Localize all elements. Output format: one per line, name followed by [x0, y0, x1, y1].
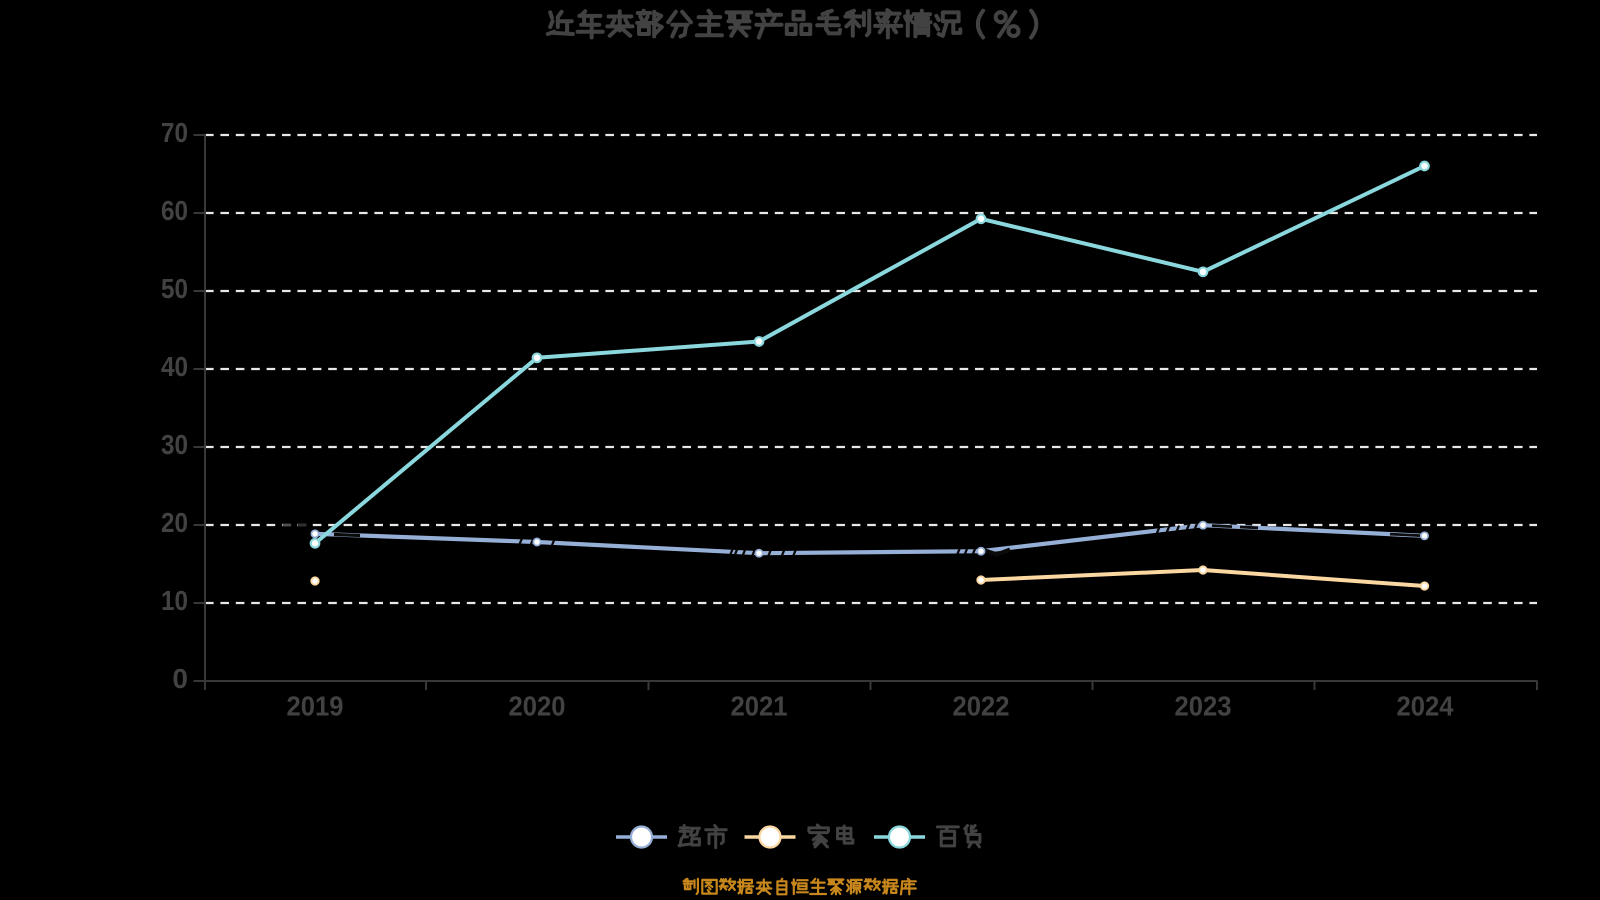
svg-text:50: 50 [161, 273, 188, 304]
svg-text:0: 0 [172, 663, 188, 694]
svg-text:2022: 2022 [953, 691, 1010, 722]
svg-text:60: 60 [161, 195, 188, 226]
svg-text:10: 10 [161, 585, 188, 616]
svg-text:70: 70 [161, 117, 188, 148]
svg-text:2021: 2021 [731, 691, 788, 722]
svg-text:40: 40 [161, 351, 188, 382]
svg-text:2020: 2020 [509, 691, 566, 722]
svg-text:2024: 2024 [1397, 691, 1454, 722]
svg-text:30: 30 [161, 429, 188, 460]
svg-text:2019: 2019 [287, 691, 344, 722]
svg-text:2023: 2023 [1175, 691, 1232, 722]
svg-text:20: 20 [161, 507, 188, 538]
